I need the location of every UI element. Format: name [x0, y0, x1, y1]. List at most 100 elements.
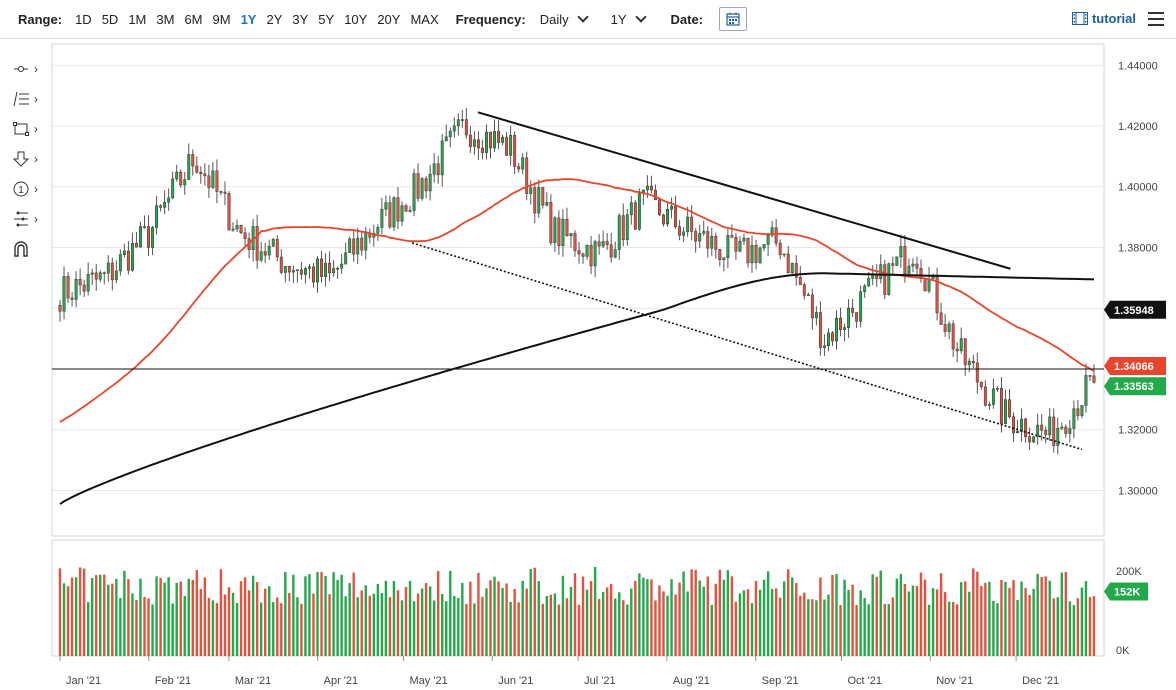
- tool-arrow[interactable]: ›: [12, 148, 48, 170]
- volume-bar: [521, 580, 524, 656]
- tool-fib-levels[interactable]: ›: [12, 88, 48, 110]
- range-button-5y[interactable]: 5Y: [318, 11, 335, 27]
- volume-bar: [368, 595, 372, 656]
- candle-body: [384, 202, 388, 210]
- range-button-max[interactable]: MAX: [410, 11, 439, 27]
- tool-rectangle[interactable]: ›: [12, 118, 48, 140]
- volume-bar: [742, 590, 746, 656]
- range-button-3m[interactable]: 3M: [156, 11, 175, 27]
- candle-body: [1012, 416, 1015, 434]
- range-button-2y[interactable]: 2Y: [266, 11, 283, 27]
- range-button-1y[interactable]: 1Y: [240, 11, 257, 27]
- range-button-5d[interactable]: 5D: [101, 11, 119, 27]
- volume-bar: [308, 574, 311, 656]
- volume-bar: [485, 588, 488, 656]
- range-button-1m[interactable]: 1M: [128, 11, 147, 27]
- candle-body: [62, 276, 66, 312]
- range-button-20y[interactable]: 20Y: [377, 11, 401, 27]
- candle-body: [746, 237, 750, 264]
- candle-body: [730, 235, 734, 238]
- candle-body: [247, 238, 251, 250]
- candle-body: [714, 235, 718, 250]
- range-button-9m[interactable]: 9M: [212, 11, 231, 27]
- annotation-number-icon: 1: [13, 181, 29, 197]
- candle-body: [428, 173, 432, 192]
- candle-body: [553, 217, 557, 244]
- range-button-10y[interactable]: 10Y: [344, 11, 368, 27]
- candle-body: [806, 294, 810, 297]
- volume-bar: [90, 578, 94, 656]
- volume-bar: [320, 572, 323, 656]
- candle-body: [903, 246, 907, 274]
- candle-body: [432, 163, 436, 175]
- tutorial-link[interactable]: tutorial: [1071, 11, 1136, 26]
- chevron-right-icon: ›: [34, 152, 38, 166]
- candle-body: [831, 332, 834, 342]
- candle-body: [513, 135, 517, 167]
- candle-body: [875, 274, 879, 280]
- candle-body: [1020, 418, 1024, 432]
- range-button-6m[interactable]: 6M: [184, 11, 203, 27]
- candle-body: [1092, 375, 1096, 383]
- candle-body: [1048, 416, 1052, 436]
- tool-magnet[interactable]: [12, 238, 48, 260]
- volume-bar: [1060, 572, 1064, 656]
- volume-bar: [255, 582, 259, 656]
- candle-body: [835, 317, 838, 342]
- candle-body: [750, 245, 754, 264]
- tool-crosshair[interactable]: ›: [12, 58, 48, 80]
- range-button-1d[interactable]: 1D: [75, 11, 92, 27]
- volume-bar: [187, 578, 190, 656]
- chart-toolbar: Range: 1D 5D 1M 3M 6M 9M 1Y 2Y 3Y 5Y 10Y 20Y MAX Fre…: [0, 0, 1176, 39]
- candle-body: [452, 125, 456, 132]
- volume-bar: [115, 578, 118, 656]
- candle-body: [722, 257, 726, 260]
- calendar-icon: [726, 12, 740, 26]
- volume-bar: [1072, 605, 1076, 656]
- candle-body: [364, 233, 368, 251]
- hamburger-menu-icon[interactable]: [1148, 12, 1164, 26]
- candle-body: [472, 139, 476, 147]
- range-button-3y[interactable]: 3Y: [292, 11, 309, 27]
- volume-bar: [445, 601, 448, 656]
- candle-body: [1040, 424, 1044, 431]
- volume-bar: [714, 583, 718, 656]
- candle-body: [235, 225, 239, 230]
- frequency-dropdown[interactable]: Daily: [540, 11, 589, 27]
- period-dropdown[interactable]: 1Y: [611, 11, 647, 27]
- candle-body: [983, 386, 987, 406]
- volume-bar: [131, 593, 134, 656]
- candle-body: [509, 135, 513, 156]
- volume-bar: [1020, 581, 1023, 656]
- candle-body: [710, 235, 714, 249]
- volume-bar: [670, 579, 673, 656]
- candle-body: [336, 267, 340, 270]
- volume-bar: [823, 599, 826, 656]
- candle-body: [332, 268, 336, 274]
- volume-bar: [525, 588, 528, 656]
- svg-text:1: 1: [18, 185, 24, 196]
- candle-body: [867, 278, 871, 287]
- volume-bar: [344, 596, 347, 656]
- y-tick-label: 1.42000: [1118, 121, 1158, 133]
- calendar-button[interactable]: [719, 7, 748, 31]
- volume-bar: [855, 605, 858, 656]
- volume-bar: [1028, 595, 1031, 656]
- volume-bar: [895, 578, 899, 656]
- volume-bar: [70, 577, 74, 656]
- tool-annotation-number[interactable]: 1 ›: [12, 178, 48, 200]
- price-label-badge: [1104, 300, 1166, 319]
- candle-body: [251, 226, 255, 250]
- candle-body: [907, 265, 911, 274]
- candle-body: [66, 276, 70, 299]
- volume-bar: [1068, 601, 1072, 656]
- candle-body: [545, 202, 549, 206]
- tool-pitchfork[interactable]: ›: [12, 208, 48, 230]
- volume-bar: [682, 571, 685, 656]
- candle-body: [895, 256, 899, 266]
- volume-bar: [863, 598, 866, 656]
- candle-body: [1060, 426, 1064, 429]
- volume-bar: [738, 593, 742, 656]
- volume-bar: [1044, 576, 1047, 656]
